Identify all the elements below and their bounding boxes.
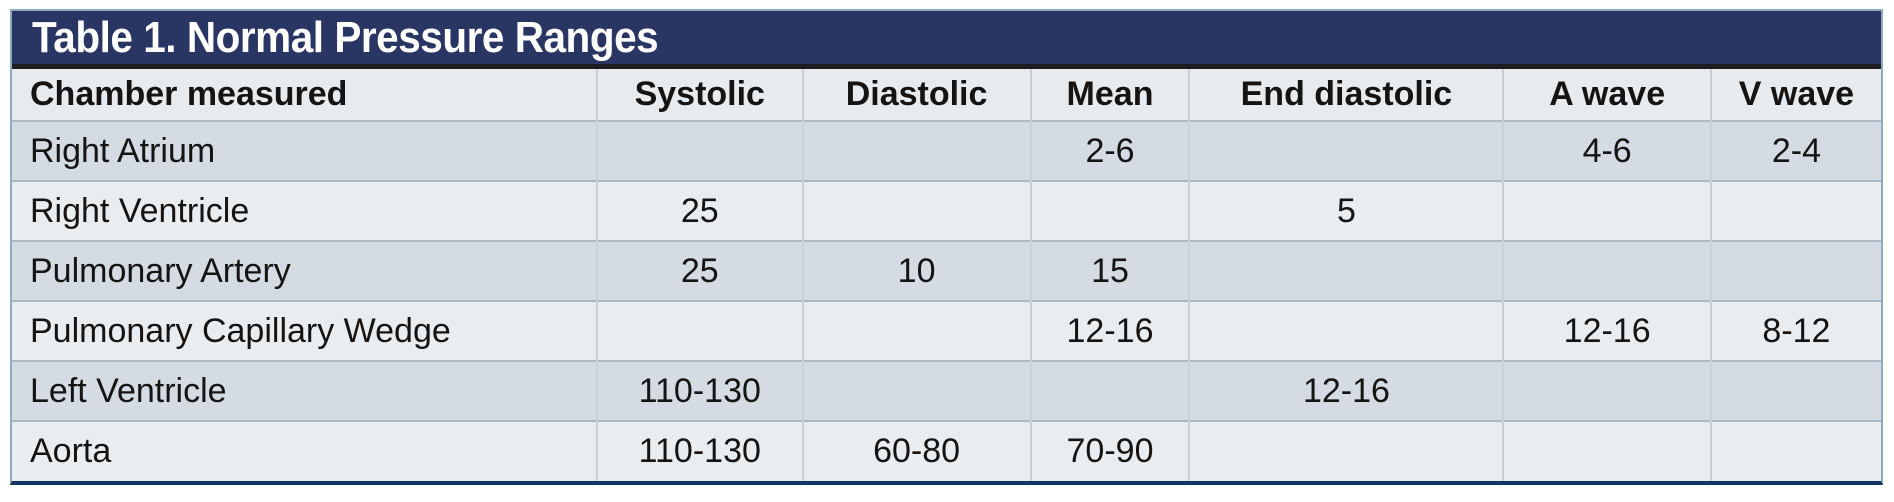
cell-systolic: 110-130 (595, 360, 803, 421)
cell-a-wave (1502, 360, 1711, 421)
cell-systolic: 25 (595, 180, 803, 241)
cell-end-diastolic (1188, 240, 1504, 301)
cell-v-wave (1709, 360, 1881, 421)
cell-end-diastolic (1188, 120, 1504, 181)
cell-systolic (595, 120, 803, 181)
column-header-systolic: Systolic (595, 69, 803, 121)
cell-systolic: 25 (595, 240, 803, 301)
cell-diastolic (801, 120, 1031, 181)
cell-end-diastolic: 12-16 (1188, 360, 1504, 421)
cell-a-wave (1502, 420, 1711, 481)
table-row-right-atrium: Right Atrium 2-6 4-6 2-4 (12, 120, 1881, 181)
cell-chamber: Pulmonary Capillary Wedge (12, 300, 597, 361)
cell-mean: 70-90 (1029, 420, 1190, 481)
cell-chamber: Aorta (12, 420, 597, 481)
table-title: Table 1. Normal Pressure Ranges (32, 12, 659, 62)
column-header-end-diastolic: End diastolic (1188, 69, 1504, 121)
table-row-right-ventricle: Right Ventricle 25 5 (12, 180, 1881, 241)
cell-mean (1029, 180, 1190, 241)
table-row-pulmonary-capillary-wedge: Pulmonary Capillary Wedge 12-16 12-16 8-… (12, 300, 1881, 361)
cell-v-wave (1709, 420, 1881, 481)
cell-mean: 15 (1029, 240, 1190, 301)
cell-mean: 12-16 (1029, 300, 1190, 361)
cell-a-wave (1502, 240, 1711, 301)
table-row-pulmonary-artery: Pulmonary Artery 25 10 15 (12, 240, 1881, 301)
cell-chamber: Left Ventricle (12, 360, 597, 421)
pressure-table: Chamber measured Systolic Diastolic Mean… (12, 69, 1881, 481)
table-row-aorta: Aorta 110-130 60-80 70-90 (12, 420, 1881, 481)
cell-a-wave: 12-16 (1502, 300, 1711, 361)
cell-v-wave: 2-4 (1709, 120, 1881, 181)
cell-chamber: Right Atrium (12, 120, 597, 181)
cell-diastolic: 60-80 (801, 420, 1031, 481)
column-header-a-wave: A wave (1502, 69, 1711, 121)
table-title-bar: Table 1. Normal Pressure Ranges (12, 11, 1881, 69)
normal-pressure-ranges-table: Table 1. Normal Pressure Ranges Chamber … (10, 9, 1883, 485)
cell-end-diastolic (1188, 420, 1504, 481)
cell-v-wave (1709, 240, 1881, 301)
cell-diastolic (801, 360, 1031, 421)
cell-v-wave (1709, 180, 1881, 241)
cell-chamber: Right Ventricle (12, 180, 597, 241)
column-header-v-wave: V wave (1709, 69, 1881, 121)
cell-a-wave: 4-6 (1502, 120, 1711, 181)
cell-mean (1029, 360, 1190, 421)
column-header-diastolic: Diastolic (801, 69, 1031, 121)
cell-systolic (595, 300, 803, 361)
cell-end-diastolic (1188, 300, 1504, 361)
cell-end-diastolic: 5 (1188, 180, 1504, 241)
table-row-left-ventricle: Left Ventricle 110-130 12-16 (12, 360, 1881, 421)
column-header-mean: Mean (1029, 69, 1190, 121)
header-row: Chamber measured Systolic Diastolic Mean… (12, 69, 1881, 121)
column-header-chamber-measured: Chamber measured (12, 69, 597, 121)
cell-a-wave (1502, 180, 1711, 241)
cell-diastolic (801, 180, 1031, 241)
cell-diastolic: 10 (801, 240, 1031, 301)
cell-diastolic (801, 300, 1031, 361)
cell-systolic: 110-130 (595, 420, 803, 481)
cell-chamber: Pulmonary Artery (12, 240, 597, 301)
cell-v-wave: 8-12 (1709, 300, 1881, 361)
cell-mean: 2-6 (1029, 120, 1190, 181)
